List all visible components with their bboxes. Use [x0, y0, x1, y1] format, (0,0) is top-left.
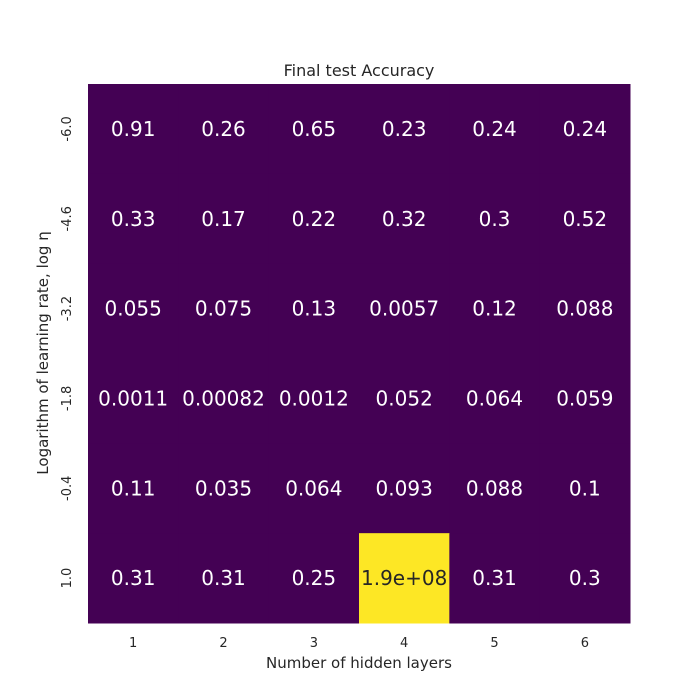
heatmap-cell	[178, 533, 270, 624]
x-tick-label: 6	[581, 636, 589, 651]
y-tick-label: -6.0	[60, 116, 75, 141]
chart-title: Final test Accuracy	[284, 61, 435, 80]
cell-value-label: 0.31	[472, 566, 517, 590]
cell-value-label: 0.24	[472, 117, 517, 141]
heatmap-cell	[359, 84, 450, 175]
cell-value-label: 0.088	[556, 297, 613, 321]
cell-value-label: 0.064	[285, 476, 342, 500]
cell-value-label: 0.26	[201, 117, 246, 141]
cell-value-label: 0.17	[201, 207, 246, 231]
x-tick-label: 3	[310, 636, 318, 651]
cell-value-label: 1.9e+08	[361, 566, 447, 590]
heatmap-cell	[449, 84, 541, 175]
cell-value-label: 0.064	[466, 386, 523, 410]
heatmap-cell	[539, 263, 631, 354]
y-tick-label: -0.4	[60, 476, 75, 501]
heatmap-cell	[178, 263, 270, 354]
heatmap-cell	[449, 173, 541, 265]
heatmap-cell	[449, 263, 541, 354]
heatmap-cell	[359, 263, 450, 354]
cell-value-label: 0.31	[201, 566, 246, 590]
y-tick-label: -4.6	[60, 206, 75, 231]
cell-value-label: 0.0057	[369, 297, 439, 321]
heatmap-cell	[268, 84, 360, 175]
cell-value-label: 0.11	[111, 476, 156, 500]
cell-value-label: 0.3	[479, 207, 511, 231]
cell-value-label: 0.24	[563, 117, 608, 141]
cell-value-label: 0.1	[569, 476, 601, 500]
cell-value-label: 0.075	[195, 297, 252, 321]
cell-value-label: 0.65	[292, 117, 337, 141]
cell-value-label: 0.32	[382, 207, 427, 231]
cell-value-label: 0.12	[472, 297, 517, 321]
x-tick-label: 2	[219, 636, 227, 651]
heatmap-cell	[539, 173, 631, 265]
heatmap-cells	[88, 84, 631, 624]
heatmap-cell	[359, 443, 450, 534]
heatmap-cell	[449, 443, 541, 534]
heatmap-cell	[268, 443, 360, 534]
heatmap-cell	[539, 533, 631, 624]
y-axis-label: Logarithm of learning rate, log η	[34, 231, 52, 474]
cell-value-label: 0.093	[376, 476, 433, 500]
heatmap-cell	[359, 353, 450, 444]
y-tick-label: -1.8	[60, 386, 75, 411]
cell-value-label: 0.059	[556, 386, 613, 410]
y-tick-label: 1.0	[60, 568, 75, 589]
heatmap-cell	[88, 443, 179, 534]
cell-value-label: 0.00082	[182, 386, 265, 410]
cell-value-label: 0.088	[466, 476, 523, 500]
heatmap-cell	[268, 533, 360, 624]
cell-value-label: 0.3	[569, 566, 601, 590]
x-tick-label: 1	[129, 636, 137, 651]
heatmap-cell	[449, 353, 541, 444]
heatmap-cell	[178, 443, 270, 534]
heatmap-cell	[539, 443, 631, 534]
y-tick-label: -3.2	[60, 296, 75, 321]
heatmap-cell	[88, 533, 179, 624]
heatmap-cell	[88, 84, 179, 175]
heatmap-cell	[539, 353, 631, 444]
cell-value-label: 0.33	[111, 207, 156, 231]
heatmap-cell	[539, 84, 631, 175]
cell-value-label: 0.25	[292, 566, 337, 590]
cell-value-label: 0.23	[382, 117, 427, 141]
x-tick-label: 5	[490, 636, 498, 651]
cell-value-label: 0.055	[105, 297, 162, 321]
heatmap-cell	[359, 173, 450, 265]
cell-value-label: 0.31	[111, 566, 156, 590]
cell-value-label: 0.13	[292, 297, 337, 321]
cell-value-label: 0.0012	[279, 386, 349, 410]
heatmap-cell	[268, 263, 360, 354]
heatmap-cell	[268, 173, 360, 265]
heatmap-cell	[268, 353, 360, 444]
heatmap-cell	[88, 263, 179, 354]
heatmap-cell	[178, 173, 270, 265]
heatmap-cell	[88, 173, 179, 265]
cell-value-label: 0.22	[292, 207, 337, 231]
heatmap-cell-labels: 0.91 0.26 0.65 0.23 0.24 0.24 0.33 0.17 0.22 0.32…	[98, 117, 613, 590]
cell-value-label: 0.035	[195, 476, 252, 500]
heatmap-cell	[178, 84, 270, 175]
y-axis-tick-labels: -6.0 -4.6 -3.2 -1.8 -0.4 1.0	[60, 116, 75, 588]
x-tick-label: 4	[400, 636, 408, 651]
x-axis-tick-labels: 1 2 3 4 5 6	[129, 636, 589, 651]
cell-value-label: 0.91	[111, 117, 156, 141]
heatmap-cell	[88, 353, 179, 444]
cell-value-label: 0.052	[376, 386, 433, 410]
heatmap-cell	[449, 533, 541, 624]
heatmap-cell	[178, 353, 270, 444]
cell-value-label: 0.0011	[98, 386, 168, 410]
heatmap-cell	[359, 533, 450, 624]
x-axis-label: Number of hidden layers	[266, 654, 452, 672]
cell-value-label: 0.52	[563, 207, 608, 231]
